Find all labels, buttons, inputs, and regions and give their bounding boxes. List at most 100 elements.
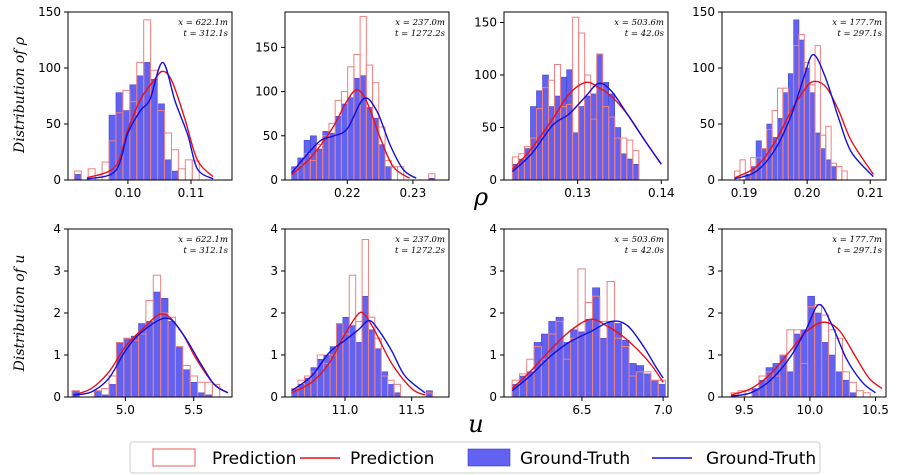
ground-truth-bar bbox=[157, 103, 165, 180]
y-tick-label: 100 bbox=[255, 85, 278, 99]
legend-ground-truth-hist-swatch bbox=[467, 448, 511, 467]
prediction-bar bbox=[87, 168, 96, 180]
prediction-bar bbox=[632, 150, 640, 180]
y-tick-label: 150 bbox=[255, 40, 278, 54]
ground-truth-kde-line bbox=[511, 82, 662, 173]
y-tick-label: 4 bbox=[707, 222, 715, 236]
prediction-bar bbox=[177, 168, 186, 180]
y-tick-label: 3 bbox=[489, 264, 497, 278]
y-tick-label: 50 bbox=[263, 129, 278, 143]
y-tick-label: 4 bbox=[270, 222, 278, 236]
ground-truth-bar bbox=[596, 53, 603, 180]
ground-truth-bar bbox=[171, 170, 179, 180]
row-1-xlabel: u bbox=[468, 410, 483, 438]
ground-truth-bar bbox=[143, 62, 151, 180]
ground-truth-bar bbox=[755, 140, 762, 180]
y-tick-label: 50 bbox=[700, 117, 715, 131]
x-tick-label: 0.23 bbox=[400, 186, 427, 200]
ground-truth-bar bbox=[590, 93, 597, 180]
ground-truth-bar bbox=[368, 329, 376, 397]
ground-truth-bar bbox=[560, 76, 567, 180]
ground-truth-bar bbox=[189, 382, 198, 397]
ground-truth-bar bbox=[336, 323, 344, 397]
panel-r0-c0: 0.10 0.11 0 50 100 150 x = 622.1mt = 312.1s bbox=[38, 5, 233, 200]
row-0-ylabel: Distribution of ρ bbox=[12, 36, 28, 154]
ground-truth-bar bbox=[798, 39, 805, 180]
y-tick-label: 4 bbox=[489, 222, 497, 236]
ground-truth-bar bbox=[787, 73, 794, 180]
ground-truth-bar bbox=[621, 340, 630, 397]
legend-prediction-hist-label: Prediction bbox=[212, 449, 296, 469]
ground-truth-bar bbox=[650, 379, 659, 397]
y-tick-label: 0 bbox=[53, 173, 61, 187]
x-tick-label: 11.5 bbox=[398, 403, 425, 417]
y-tick-label: 2 bbox=[270, 306, 278, 320]
legend: Prediction Prediction Ground-Truth Groun… bbox=[129, 441, 821, 474]
y-tick-label: 3 bbox=[53, 264, 61, 278]
prediction-kde-line bbox=[734, 80, 874, 179]
x-tick-label: 0.14 bbox=[648, 186, 675, 200]
y-tick-label: 100 bbox=[38, 61, 61, 75]
ground-truth-bar bbox=[632, 164, 640, 180]
ground-truth-bar bbox=[136, 75, 144, 180]
prediction-kde-line bbox=[291, 311, 426, 396]
ground-truth-bar bbox=[145, 321, 154, 397]
x-tick-label: 0.20 bbox=[794, 186, 821, 200]
ground-truth-bar bbox=[355, 342, 363, 397]
ground-truth-bar bbox=[353, 78, 361, 180]
panel-r0-c0-frame bbox=[67, 11, 233, 181]
panel-r0-c0-plot-area bbox=[73, 19, 214, 180]
ground-truth-bar bbox=[572, 132, 579, 180]
y-tick-label: 0 bbox=[707, 173, 715, 187]
panel-r0-c2: 0.13 0.14 0 50 100 150 x = 503.6mt = 42.0s bbox=[474, 11, 675, 200]
x-tick-label: 0.13 bbox=[564, 186, 591, 200]
ground-truth-bar bbox=[374, 348, 382, 397]
ground-truth-bar bbox=[175, 346, 184, 397]
ground-truth-bar bbox=[74, 174, 82, 180]
ground-truth-bar bbox=[384, 166, 392, 180]
y-tick-label: 1 bbox=[489, 348, 497, 362]
ground-truth-bar bbox=[563, 342, 571, 397]
annotation-position: x = 622.1m bbox=[178, 235, 228, 245]
annotation-position: x = 622.1m bbox=[178, 18, 228, 28]
row-1-ylabel: Distribution of u bbox=[12, 255, 28, 373]
ground-truth-bar bbox=[566, 69, 573, 180]
x-tick-label: 0.10 bbox=[115, 186, 142, 200]
annotation-position: x = 503.6m bbox=[614, 235, 664, 245]
y-tick-label: 0 bbox=[489, 390, 497, 404]
annotation-time: t = 312.1s bbox=[183, 29, 228, 39]
ground-truth-bar bbox=[393, 392, 401, 397]
x-tick-label: 5.5 bbox=[184, 403, 203, 417]
panel-r1-c0: 5.0 5.5 0 1 2 3 4 x = 622.1mt = 312.1s bbox=[53, 222, 233, 417]
prediction-bar bbox=[184, 159, 193, 180]
annotation-position: x = 503.6m bbox=[614, 18, 664, 28]
annotation-time: t = 42.0s bbox=[625, 246, 665, 256]
ground-truth-bar bbox=[328, 132, 336, 180]
y-tick-label: 0 bbox=[270, 173, 278, 187]
x-tick-label: 9.5 bbox=[735, 403, 754, 417]
ground-truth-bar bbox=[548, 321, 557, 397]
ground-truth-bar bbox=[636, 365, 644, 397]
y-tick-label: 0 bbox=[53, 390, 61, 404]
prediction-bar bbox=[862, 392, 871, 397]
panel-r0-c1: 0.22 0.23 0 50 100 150 x = 237.0mt = 1272.2s bbox=[255, 11, 450, 200]
x-tick-label: 0.21 bbox=[857, 186, 884, 200]
ground-truth-bar bbox=[602, 82, 610, 180]
ground-truth-bar bbox=[341, 103, 348, 180]
y-tick-label: 2 bbox=[489, 306, 497, 320]
y-tick-label: 3 bbox=[270, 264, 278, 278]
ground-truth-bar bbox=[533, 342, 542, 397]
ground-truth-bar bbox=[786, 371, 795, 397]
ground-truth-bar bbox=[643, 373, 652, 397]
annotation-time: t = 42.0s bbox=[625, 29, 665, 39]
panel-r1-c1-plot-area bbox=[291, 239, 433, 397]
ground-truth-bar bbox=[316, 148, 323, 180]
ground-truth-bar bbox=[366, 107, 373, 180]
y-tick-label: 100 bbox=[692, 61, 715, 75]
legend-prediction-hist-swatch bbox=[152, 448, 196, 467]
annotation-time: t = 297.1s bbox=[837, 246, 882, 256]
ground-truth-bar bbox=[584, 95, 591, 180]
ground-truth-bar bbox=[828, 354, 836, 397]
y-tick-label: 150 bbox=[474, 16, 497, 30]
